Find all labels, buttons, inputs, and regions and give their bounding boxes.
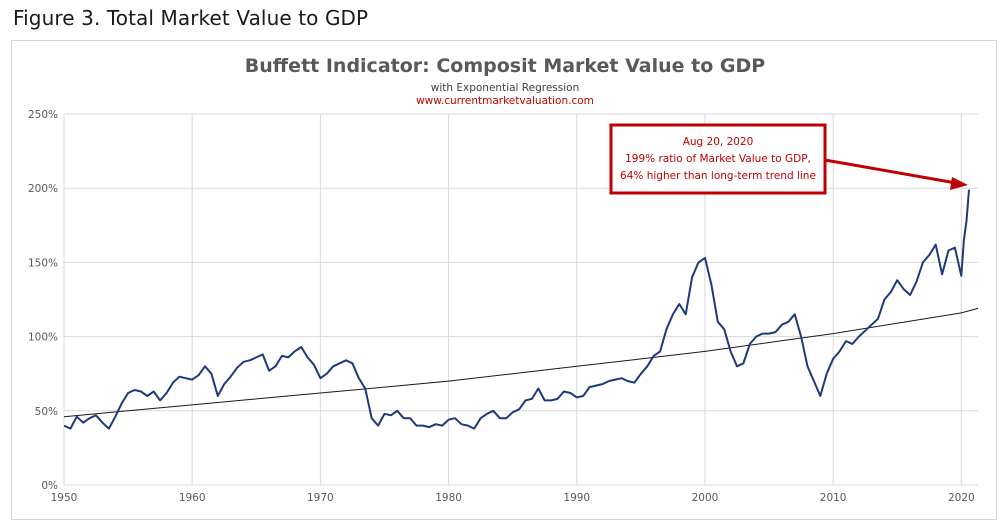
chart-frame: Buffett Indicator: Composit Market Value…	[11, 40, 997, 520]
chart-source-url: www.currentmarketvaluation.com	[416, 95, 594, 107]
figure-caption: Figure 3. Total Market Value to GDP	[13, 6, 369, 30]
annotation-box	[609, 123, 827, 195]
y-tick-label: 250%	[28, 109, 58, 121]
annotation-arrowhead	[950, 177, 968, 190]
y-tick-label: 150%	[28, 257, 58, 269]
y-tick-label: 100%	[28, 332, 58, 344]
series-line	[63, 189, 970, 430]
annotation-line-1: Aug 20, 2020	[683, 136, 754, 148]
y-tick-label: 0%	[41, 480, 58, 492]
x-tick-label: 2010	[820, 492, 847, 504]
chart-subtitle: with Exponential Regression	[431, 82, 579, 94]
x-axis-ticks: 1950 1960 1970 1980 1990 2000 2010 2020	[51, 492, 975, 504]
chart-title: Buffett Indicator: Composit Market Value…	[245, 55, 765, 77]
annotation-arrow	[824, 158, 957, 185]
x-tick-label: 2000	[692, 492, 719, 504]
annotation: Aug 20, 2020 199% ratio of Market Value …	[609, 123, 968, 195]
x-tick-label: 1970	[307, 492, 334, 504]
buffett-indicator-chart: Buffett Indicator: Composit Market Value…	[28, 55, 979, 504]
annotation-line-3: 64% higher than long-term trend line	[620, 170, 816, 182]
x-tick-label: 1990	[563, 492, 590, 504]
x-tick-label: 2020	[948, 492, 975, 504]
y-axis-ticks: 0% 50% 100% 150% 200% 250%	[28, 109, 58, 492]
trend-line	[63, 307, 979, 418]
y-tick-label: 50%	[35, 406, 58, 418]
y-tick-label: 200%	[28, 183, 58, 195]
grid-lines	[63, 113, 978, 486]
x-tick-label: 1950	[51, 492, 78, 504]
x-tick-label: 1960	[179, 492, 206, 504]
x-tick-label: 1980	[435, 492, 462, 504]
annotation-line-2: 199% ratio of Market Value to GDP,	[625, 153, 811, 165]
